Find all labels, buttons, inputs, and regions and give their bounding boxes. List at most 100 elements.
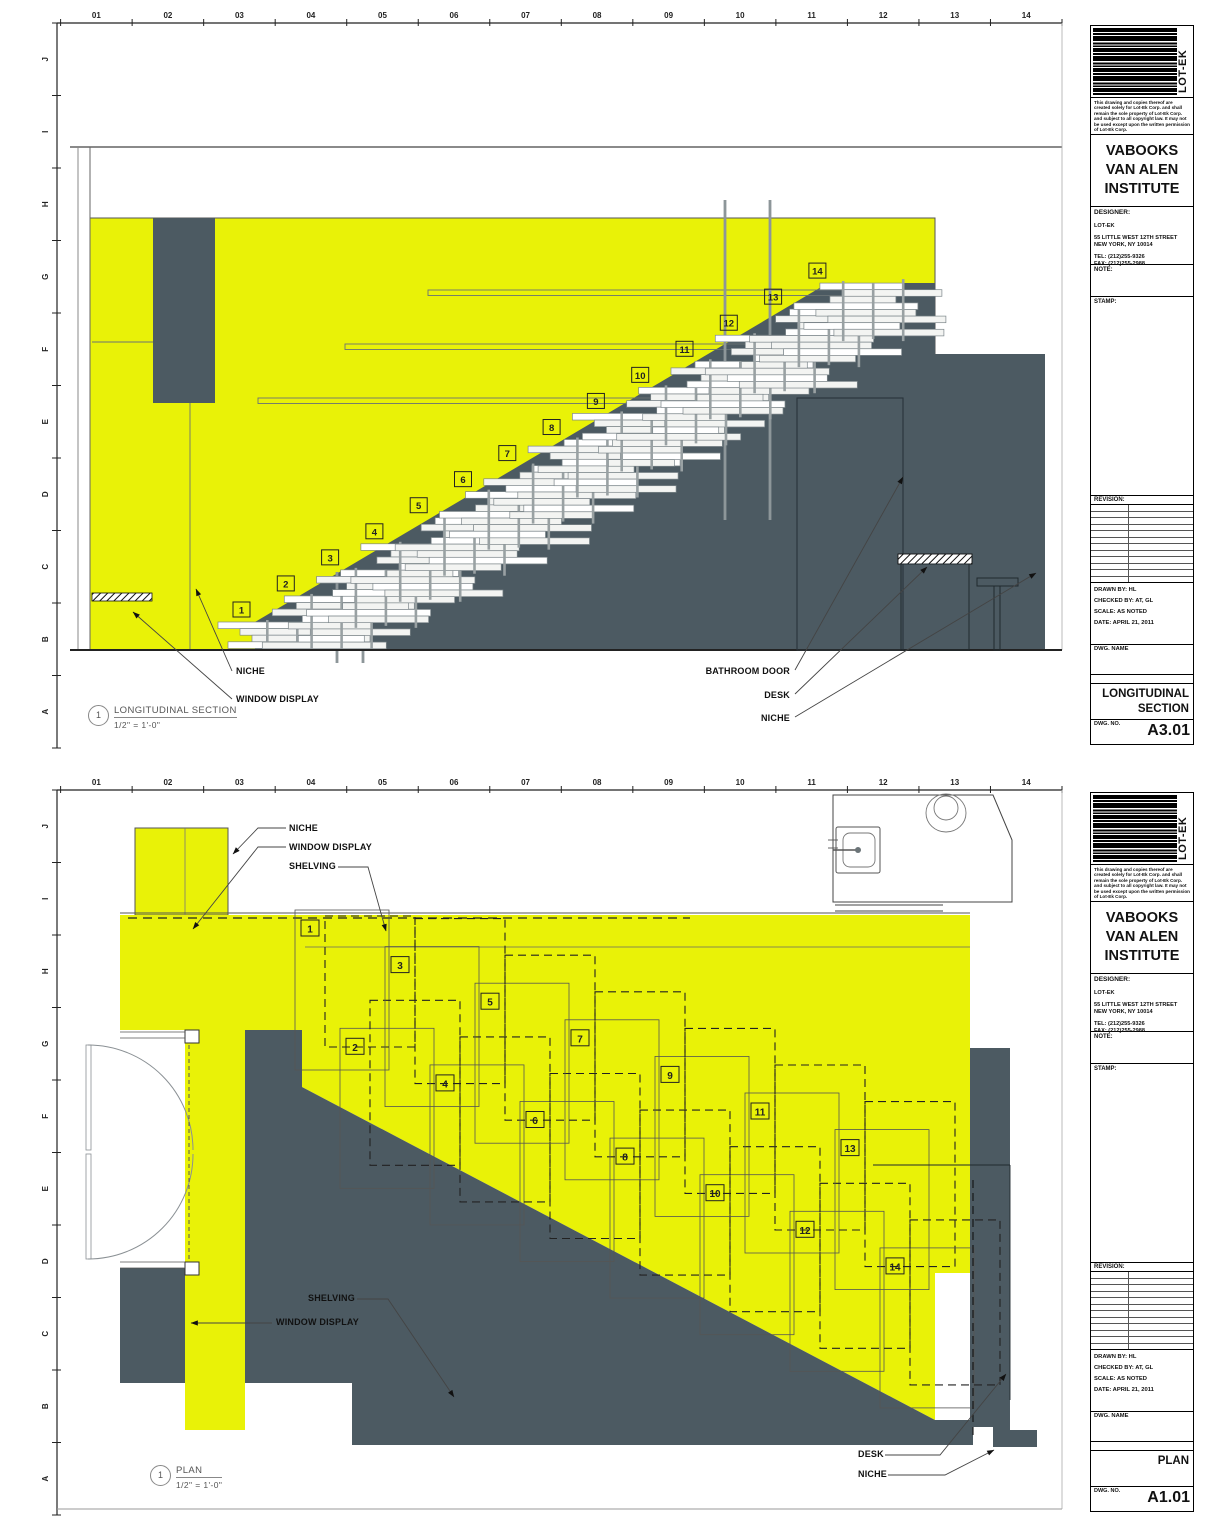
callout-plan: 1 PLAN 1/2" = 1'-0" [150,1465,223,1490]
svg-text:C: C [41,1331,50,1337]
svg-text:E: E [41,418,50,424]
annotation-shelving: SHELVING [289,861,336,871]
shelf-unit-plan [834,1101,956,1290]
svg-text:05: 05 [378,778,387,787]
project-line: INSTITUTE [1104,948,1180,965]
svg-text:1: 1 [307,925,313,936]
svg-text:9: 9 [667,1071,673,1082]
svg-text:9: 9 [593,397,598,408]
svg-text:03: 03 [235,778,244,787]
svg-text:E: E [41,1185,50,1191]
svg-text:I: I [41,131,50,133]
svg-text:10: 10 [736,11,745,20]
dwg-no-label: DWG. NO. [1094,1488,1121,1494]
shelf-unit-plan [339,999,461,1189]
callout-scale: 1/2" = 1'-0" [114,720,161,730]
revision-row [1091,1278,1193,1285]
scale: SCALE: AS NOTED [1094,1376,1147,1382]
svg-text:4: 4 [442,1079,448,1090]
dwg-name-label: DWG. NAME [1091,1412,1193,1442]
shelf-unit-plan [474,954,596,1144]
svg-text:01: 01 [92,778,101,787]
dwg-name-label: DWG. NAME [1091,645,1193,675]
shelf-unit-plan [654,1027,776,1217]
svg-text:J: J [41,57,50,61]
address-line: NEW YORK, NY 10014 [1094,241,1153,248]
svg-text:2: 2 [352,1043,358,1054]
date: DATE: APRIL 21, 2011 [1094,1387,1154,1393]
svg-text:D: D [41,1258,50,1264]
step-stack [793,279,947,342]
svg-text:3: 3 [397,961,403,972]
svg-text:H: H [41,968,50,974]
titleblock-plan-sheet: LOT-EK This drawing and copies thereof a… [1090,792,1194,1512]
svg-text:11: 11 [807,11,816,20]
shelf-units-plan [294,909,1001,1409]
date: DATE: APRIL 21, 2011 [1094,620,1154,626]
svg-text:06: 06 [450,11,459,20]
svg-text:7: 7 [577,1034,583,1045]
svg-text:02: 02 [163,11,172,20]
revision-row [1091,1317,1193,1324]
address-line: 55 LITTLE WEST 12TH STREET [1094,1001,1178,1008]
svg-text:3: 3 [327,553,332,564]
svg-text:D: D [41,491,50,497]
revision-label: REVISION: [1091,496,1193,505]
svg-text:6: 6 [532,1116,538,1127]
dwg-number-block: DWG. NO. A1.01 [1091,1487,1193,1511]
svg-text:2: 2 [283,579,288,590]
project-name: VABOOKS VAN ALEN INSTITUTE [1091,902,1193,974]
note-label: NOTE: [1091,265,1193,297]
sheet-title-line: PLAN [1157,1455,1189,1467]
copyright-text: This drawing and copies thereof are crea… [1091,98,1193,136]
svg-text:06: 06 [450,778,459,787]
svg-text:02: 02 [163,778,172,787]
revision-row [1091,537,1193,544]
revision-row [1091,511,1193,518]
dwg-no-label: DWG. NO. [1094,721,1121,727]
svg-text:F: F [41,347,50,352]
shelf-unit-plan [699,1146,821,1336]
shelf-unit-plan [294,909,416,1071]
svg-text:12: 12 [724,319,735,330]
revision-row [1091,563,1193,570]
revision-row [1091,1311,1193,1318]
svg-text:11: 11 [679,345,690,356]
annotation-window-display: WINDOW DISPLAY [276,1317,359,1327]
annotation-niche: NICHE [760,713,790,723]
svg-text:8: 8 [549,423,554,434]
revision-row [1091,531,1193,538]
shelf-unit-plan [744,1064,866,1254]
svg-text:11: 11 [755,1108,766,1119]
svg-text:12: 12 [799,1226,811,1237]
shelf-unit-plan [429,1036,551,1226]
shelf-unit-plan [564,991,686,1181]
tel: TEL: (212)255-9326 [1094,1020,1145,1027]
revision-row [1091,505,1193,512]
revision-label: REVISION: [1091,1263,1193,1272]
drawn-by: DRAWN BY: HL [1094,1354,1137,1360]
sheet-title-line: SECTION [1137,702,1189,715]
revision-row [1091,1324,1193,1331]
designer-label: DESIGNER: [1094,208,1131,216]
revision-table [1091,505,1193,582]
svg-text:J: J [41,824,50,828]
callout-title: LONGITUDINAL SECTION [114,705,237,718]
stair-step-stacks [217,279,947,650]
annotation-niche: NICHE [236,666,266,676]
svg-text:10: 10 [736,778,745,787]
dwg-no-value: A3.01 [1147,722,1190,739]
svg-text:C: C [41,564,50,570]
svg-text:14: 14 [1022,778,1031,787]
svg-text:09: 09 [664,11,673,20]
designer-name: LOT-EK [1094,222,1115,229]
stamp-label: STAMP: [1091,1064,1193,1263]
annotation-niche: NICHE [289,823,319,833]
svg-text:F: F [41,1114,50,1119]
svg-text:I: I [41,898,50,900]
sheet-title: PLAN [1091,1451,1193,1487]
